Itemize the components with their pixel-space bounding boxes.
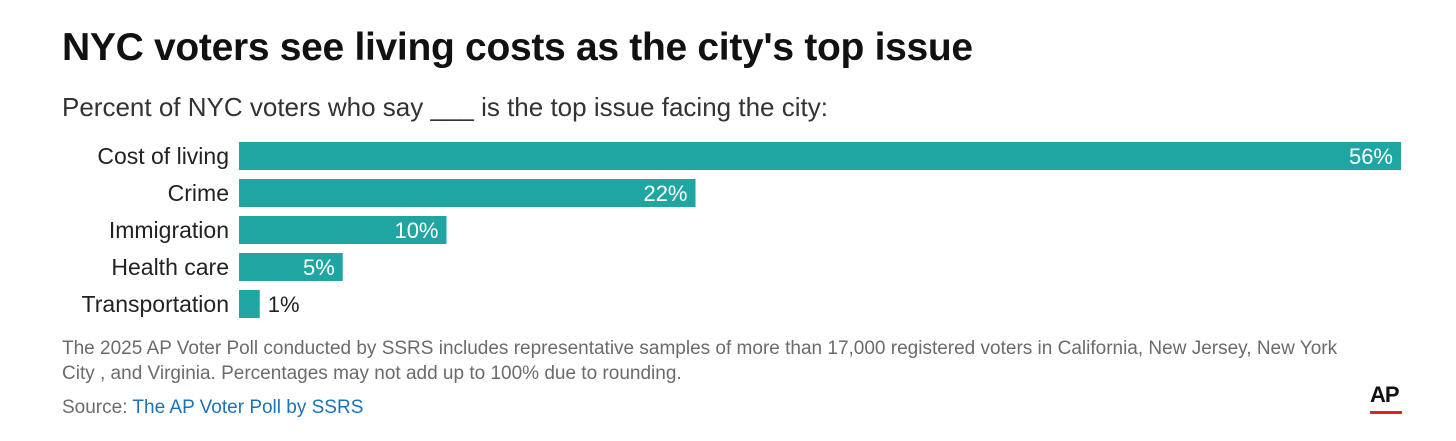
value-label: 1% — [268, 292, 300, 317]
ap-logo-underline — [1370, 411, 1402, 414]
chart-subtitle: Percent of NYC voters who say ___ is the… — [62, 92, 828, 122]
bar — [239, 253, 343, 281]
category-label: Cost of living — [97, 143, 229, 169]
category-label: Transportation — [82, 291, 229, 317]
value-label: 22% — [643, 181, 687, 206]
ap-logo: AP — [1370, 383, 1404, 415]
value-label: 56% — [1349, 144, 1393, 169]
source-link[interactable]: The AP Voter Poll by SSRS — [132, 397, 364, 418]
category-label: Immigration — [109, 217, 229, 243]
bar — [239, 216, 447, 244]
source-line: Source: The AP Voter Poll by SSRS — [62, 397, 363, 419]
chart-title: NYC voters see living costs as the city'… — [62, 26, 973, 69]
value-label: 10% — [394, 218, 438, 243]
bar — [239, 179, 696, 207]
methodology-note: The 2025 AP Voter Poll conducted by SSRS… — [62, 338, 1338, 384]
category-label: Health care — [111, 254, 229, 280]
bar — [239, 142, 1401, 170]
bar — [239, 290, 260, 318]
category-label: Crime — [168, 180, 229, 206]
ap-logo-text: AP — [1370, 382, 1400, 407]
value-label: 5% — [303, 255, 335, 280]
source-label: Source: — [62, 397, 128, 418]
bar-chart: Cost of living 56% Crime 22% Immigration 10% H… — [82, 142, 1401, 318]
